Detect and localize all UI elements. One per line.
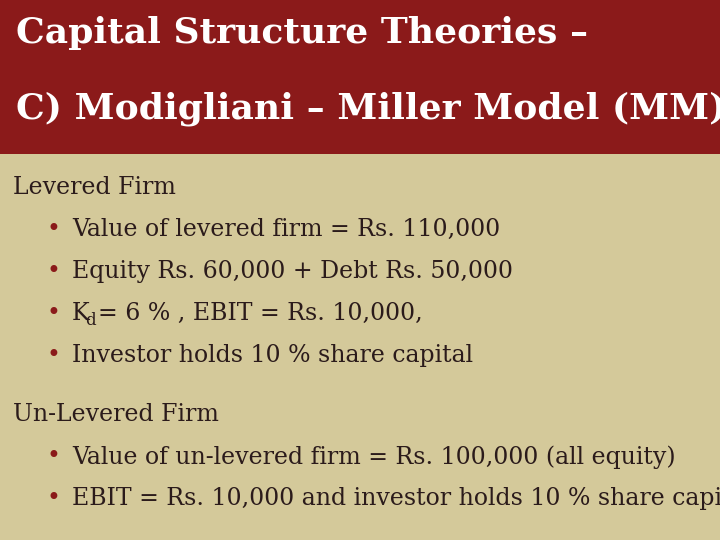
Text: K: K (72, 302, 89, 325)
Text: = 6 % , EBIT = Rs. 10,000,: = 6 % , EBIT = Rs. 10,000, (98, 302, 423, 325)
Text: C) Modigliani – Miller Model (MM): C) Modigliani – Miller Model (MM) (16, 92, 720, 126)
Text: Un-Levered Firm: Un-Levered Firm (13, 403, 219, 426)
Text: •: • (47, 302, 60, 325)
Text: Investor holds 10 % share capital: Investor holds 10 % share capital (72, 344, 473, 367)
Text: Value of un-levered firm = Rs. 100,000 (all equity): Value of un-levered firm = Rs. 100,000 (… (72, 445, 675, 469)
Text: EBIT = Rs. 10,000 and investor holds 10 % share capital: EBIT = Rs. 10,000 and investor holds 10 … (72, 487, 720, 510)
Bar (0, 0, 720, 154)
Text: Capital Structure Theories –: Capital Structure Theories – (16, 16, 588, 50)
Text: •: • (47, 218, 60, 241)
Text: •: • (47, 445, 60, 468)
Text: Levered Firm: Levered Firm (13, 176, 176, 199)
Text: Equity Rs. 60,000 + Debt Rs. 50,000: Equity Rs. 60,000 + Debt Rs. 50,000 (72, 260, 513, 283)
Text: •: • (47, 487, 60, 510)
Text: d: d (85, 312, 96, 328)
Text: •: • (47, 260, 60, 283)
Text: •: • (47, 344, 60, 367)
Text: Value of levered firm = Rs. 110,000: Value of levered firm = Rs. 110,000 (72, 218, 500, 241)
